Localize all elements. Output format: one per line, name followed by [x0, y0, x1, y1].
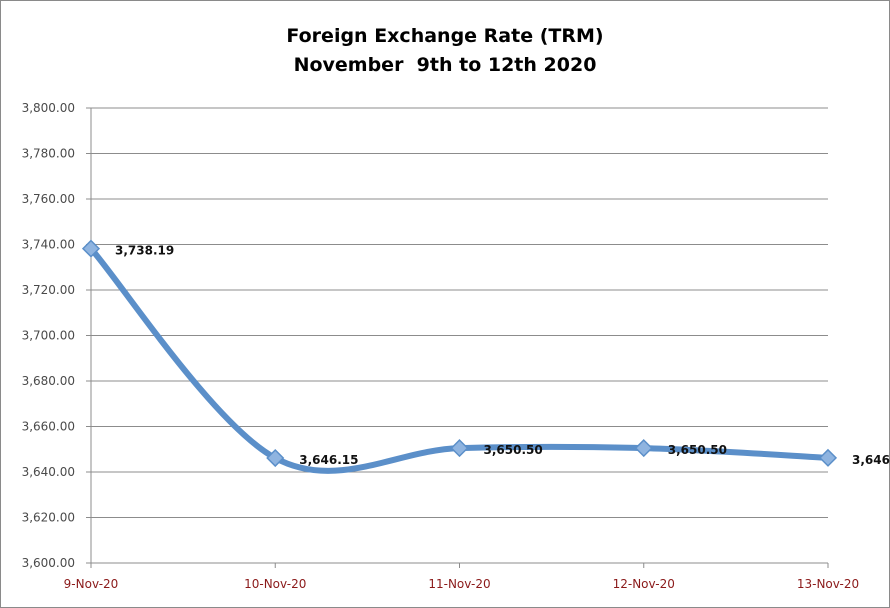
data-label: 3,646.22 — [852, 453, 890, 467]
data-point-marker — [634, 439, 653, 458]
series-layer — [81, 239, 838, 474]
axis-layer: 3,600.00 3,620.00 3,640.00 3,660.00 3,680.00… — [22, 101, 860, 591]
data-label: 3,650.50 — [484, 443, 543, 457]
chart-title-line-1: Foreign Exchange Rate (TRM) — [286, 25, 604, 47]
x-tick-label: 10-Nov-20 — [244, 577, 306, 591]
y-tick-label: 3,720.00 — [22, 283, 75, 297]
x-tick-label: 12-Nov-20 — [613, 577, 675, 591]
chart-title-line-2: November 9th to 12th 2020 — [293, 54, 597, 76]
y-tick-label: 3,600.00 — [22, 556, 75, 570]
x-tick-label: 13-Nov-20 — [797, 577, 859, 591]
y-tick-label: 3,700.00 — [22, 329, 75, 343]
chart-title: Foreign Exchange Rate (TRM) November 9th… — [0, 22, 890, 80]
x-tick-label: 11-Nov-20 — [428, 577, 490, 591]
y-tick-label: 3,660.00 — [22, 420, 75, 434]
data-point-marker — [266, 448, 285, 468]
series-line — [88, 245, 831, 474]
label-layer: 3,738.19 3,646.15 3,650.50 3,650.50 3,646.22 — [115, 244, 890, 467]
data-point-marker — [81, 239, 101, 258]
data-label: 3,646.15 — [299, 453, 358, 467]
y-tick-label: 3,640.00 — [22, 465, 75, 479]
x-tick-label: 9-Nov-20 — [64, 577, 119, 591]
grid-layer — [91, 107, 828, 518]
data-label: 3,650.50 — [668, 443, 727, 457]
y-tick-label: 3,680.00 — [22, 374, 75, 388]
data-label: 3,738.19 — [115, 244, 174, 258]
y-tick-label: 3,620.00 — [22, 511, 75, 525]
y-tick-label: 3,740.00 — [22, 238, 75, 252]
data-point-marker — [818, 448, 838, 467]
y-tick-label: 3,760.00 — [22, 192, 75, 206]
y-tick-label: 3,780.00 — [22, 147, 75, 161]
y-tick-label: 3,800.00 — [22, 101, 75, 115]
data-point-marker — [450, 439, 469, 458]
